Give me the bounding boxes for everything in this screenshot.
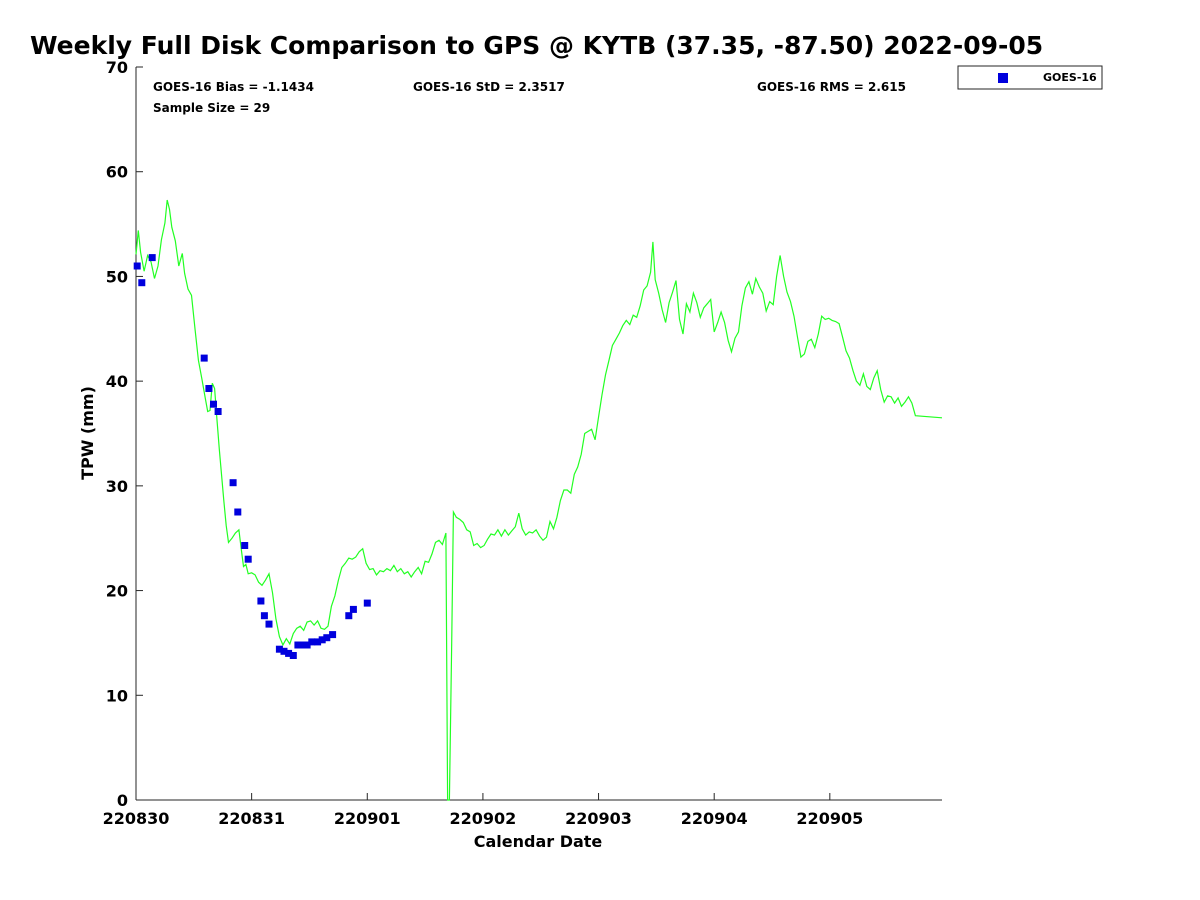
- y-tick-label: 10: [106, 686, 128, 705]
- x-tick-label: 220830: [103, 809, 170, 828]
- goes16-marker: [260, 612, 268, 620]
- y-axis-ticks: 0 10 20 30 40 50 60 70: [106, 58, 143, 810]
- series-layer: [133, 199, 943, 801]
- y-tick-label: 50: [106, 267, 128, 286]
- x-tick-label: 220904: [681, 809, 748, 828]
- goes16-marker: [244, 555, 252, 563]
- chart-title: Weekly Full Disk Comparison to GPS @ KYT…: [30, 31, 1043, 60]
- goes16-marker: [303, 641, 311, 649]
- legend-label: GOES-16: [1043, 71, 1097, 84]
- y-tick-label: 70: [106, 58, 128, 77]
- goes16-marker: [299, 641, 306, 649]
- goes16-marker: [257, 597, 265, 605]
- goes16-marker: [294, 641, 302, 649]
- legend: GOES-16: [957, 65, 1103, 90]
- legend-marker: [998, 73, 1008, 83]
- stat-sample-size: Sample Size = 29: [153, 101, 270, 115]
- goes16-marker: [349, 605, 357, 613]
- goes16-marker: [314, 638, 322, 646]
- goes16-marker: [323, 634, 331, 642]
- y-tick-label: 30: [106, 477, 128, 496]
- plot-area: [135, 67, 942, 801]
- legend-box: [957, 65, 1103, 90]
- goes16-marker: [363, 599, 371, 607]
- goes16-marker: [229, 479, 237, 487]
- x-tick-label: 220902: [450, 809, 517, 828]
- goes16-marker: [285, 649, 293, 657]
- stat-rms: GOES-16 RMS = 2.615: [757, 80, 906, 94]
- goes16-marker: [345, 612, 353, 620]
- goes16-marker: [329, 631, 337, 639]
- y-tick-label: 20: [106, 582, 128, 601]
- x-tick-label: 220905: [796, 809, 863, 828]
- goes16-marker: [318, 636, 326, 644]
- goes16-marker: [148, 254, 156, 262]
- x-tick-label: 220831: [218, 809, 285, 828]
- x-tick-label: 220903: [565, 809, 632, 828]
- goes16-marker: [289, 652, 297, 659]
- stat-bias: GOES-16 Bias = -1.1434: [153, 80, 314, 94]
- goes16-marker: [205, 385, 213, 392]
- x-tick-label: 220901: [334, 809, 401, 828]
- y-axis-label: TPW (mm): [78, 386, 97, 480]
- goes16-marker: [133, 262, 141, 270]
- y-tick-label: 0: [117, 791, 128, 810]
- x-axis-ticks: 220830 220831 220901 220902 220903 220904 2209…: [103, 793, 863, 828]
- goes16-marker: [275, 645, 283, 653]
- goes16-marker: [200, 354, 208, 362]
- stat-std: GOES-16 StD = 2.3517: [413, 80, 565, 94]
- goes16-marker: [241, 542, 249, 549]
- goes16-marker: [308, 638, 316, 646]
- goes16-marker: [214, 408, 222, 415]
- goes16-marker: [234, 508, 242, 516]
- y-tick-label: 40: [106, 372, 128, 391]
- goes16-marker: [210, 400, 217, 408]
- goes16-marker: [138, 279, 146, 287]
- y-tick-label: 60: [106, 163, 128, 182]
- gps-tpw-line: [135, 199, 943, 801]
- goes16-marker: [280, 647, 288, 655]
- goes16-marker: [265, 620, 273, 628]
- x-axis-label: Calendar Date: [474, 832, 603, 851]
